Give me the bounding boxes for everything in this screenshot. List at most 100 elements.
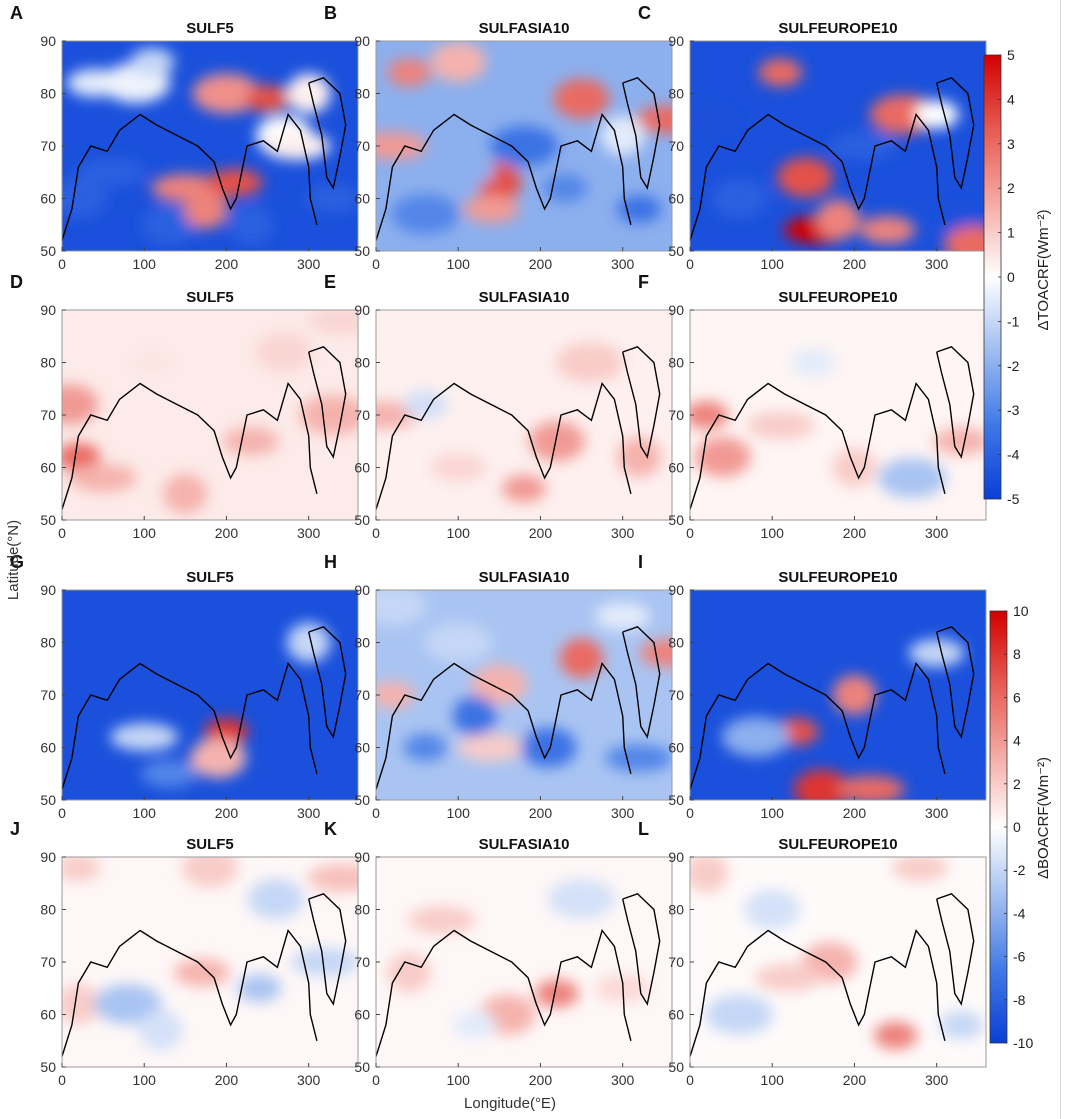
colorbar-tick-label: -5 bbox=[1007, 491, 1020, 507]
panel-title: SULFASIA10 bbox=[479, 20, 570, 37]
heatmap-cell bbox=[914, 100, 959, 129]
heatmap-cell bbox=[430, 42, 487, 82]
heatmap-cell bbox=[528, 421, 585, 462]
heatmap-field-J bbox=[62, 857, 358, 1067]
panel-letter: D bbox=[10, 272, 23, 292]
coastline-eurasia bbox=[690, 112, 946, 241]
colorbar-tick-label: 2 bbox=[1013, 776, 1021, 792]
heatmap-cell bbox=[62, 857, 101, 882]
panel-C: C SULFEUROPE10 0 100 200 300 50 60 70 80 90 bbox=[638, 3, 987, 272]
x-tick-label: 0 bbox=[686, 525, 694, 541]
heatmap-cell bbox=[816, 199, 860, 240]
y-tick-label: 90 bbox=[354, 582, 370, 598]
heatmap-cell bbox=[690, 857, 729, 893]
heatmap-cell bbox=[237, 974, 282, 1003]
heatmap-cell bbox=[869, 94, 938, 135]
x-tick-label: 300 bbox=[297, 805, 321, 821]
colorbar-tick-label: -4 bbox=[1007, 447, 1020, 463]
coastline-eurasia bbox=[376, 112, 632, 241]
y-tick-label: 60 bbox=[668, 460, 684, 476]
heatmap-cell bbox=[555, 342, 624, 383]
heatmap-field-I bbox=[690, 590, 986, 800]
x-tick-label: 100 bbox=[447, 525, 471, 541]
coastline-greenland bbox=[936, 625, 975, 739]
x-tick-label: 200 bbox=[215, 1072, 239, 1088]
y-tick-label: 50 bbox=[668, 243, 684, 259]
heatmap-cell bbox=[62, 443, 101, 471]
panel-J: J SULF5 0 100 200 300 50 60 70 80 90 bbox=[10, 819, 359, 1088]
x-tick-label: 100 bbox=[133, 1072, 157, 1088]
y-tick-label: 80 bbox=[668, 635, 684, 651]
coastline-eurasia bbox=[690, 381, 946, 510]
panel-letter: G bbox=[10, 552, 24, 572]
panel-letter: L bbox=[638, 819, 649, 839]
y-tick-label: 70 bbox=[668, 954, 684, 970]
y-tick-label: 80 bbox=[40, 902, 56, 918]
panel-title: SULFASIA10 bbox=[479, 836, 570, 853]
panel-K: K SULFASIA10 0 100 200 300 50 60 70 80 90 bbox=[324, 819, 673, 1088]
heatmap-field-K bbox=[376, 857, 672, 1067]
colorbar-tick-label: 5 bbox=[1007, 47, 1015, 63]
y-tick-label: 60 bbox=[354, 191, 370, 207]
heatmap-cell bbox=[376, 590, 427, 626]
colorbar-tick-label: -3 bbox=[1007, 402, 1020, 418]
heatmap-field-G bbox=[62, 590, 358, 800]
x-tick-label: 200 bbox=[529, 256, 553, 272]
panel-letter: A bbox=[10, 3, 23, 23]
panel-E: E SULFASIA10 0 100 200 300 50 60 70 80 90 bbox=[324, 272, 673, 541]
coastline-greenland bbox=[936, 76, 975, 190]
heatmap-cell bbox=[633, 105, 672, 134]
panel-title: SULFASIA10 bbox=[479, 569, 570, 586]
y-tick-label: 70 bbox=[40, 954, 56, 970]
panel-title: SULFEUROPE10 bbox=[778, 20, 897, 37]
colorbar-tick-label: 0 bbox=[1007, 269, 1015, 285]
panel-H: H SULFASIA10 0 100 200 300 50 60 70 80 90 bbox=[324, 552, 673, 821]
heatmap-cell bbox=[746, 411, 815, 440]
y-tick-label: 50 bbox=[40, 243, 56, 259]
panels-group: A SULF5 0 100 200 300 50 60 70 80 90 B SULFASIA10 0 10… bbox=[10, 3, 987, 1088]
heatmap-cell bbox=[559, 638, 604, 679]
x-tick-label: 0 bbox=[686, 1072, 694, 1088]
y-tick-label: 60 bbox=[40, 191, 56, 207]
heatmap-cell bbox=[376, 681, 415, 709]
heatmap-cell bbox=[386, 58, 431, 87]
panel-title: SULF5 bbox=[186, 20, 234, 37]
x-tick-label: 200 bbox=[843, 525, 867, 541]
y-tick-label: 80 bbox=[354, 86, 370, 102]
heatmap-cell bbox=[836, 775, 905, 800]
y-tick-label: 60 bbox=[668, 191, 684, 207]
x-tick-label: 300 bbox=[297, 256, 321, 272]
heatmap-cell bbox=[307, 310, 358, 335]
panel-title: SULF5 bbox=[186, 289, 234, 306]
y-tick-label: 80 bbox=[668, 355, 684, 371]
colorbar-tick-label: -4 bbox=[1013, 905, 1026, 921]
colorbar-tick-label: -2 bbox=[1013, 862, 1026, 878]
x-tick-label: 300 bbox=[925, 805, 949, 821]
colorbar-tick-label: -2 bbox=[1007, 358, 1020, 374]
heatmap-cell bbox=[430, 453, 487, 482]
heatmap-cell bbox=[690, 401, 729, 429]
heatmap-cell bbox=[262, 132, 331, 160]
coastline-eurasia bbox=[690, 661, 946, 790]
heatmap-cell bbox=[62, 984, 101, 1024]
heatmap-field-H bbox=[376, 590, 672, 800]
y-tick-label: 70 bbox=[668, 687, 684, 703]
coastline-eurasia bbox=[62, 112, 318, 241]
heatmap-cell bbox=[391, 194, 460, 235]
x-tick-label: 300 bbox=[611, 525, 635, 541]
heatmap-cell bbox=[694, 437, 751, 477]
coastline-greenland bbox=[622, 345, 661, 459]
x-tick-label: 200 bbox=[529, 1072, 553, 1088]
heatmap-background bbox=[690, 310, 986, 520]
colorbar-tick-label: 10 bbox=[1013, 603, 1029, 619]
y-tick-label: 90 bbox=[668, 33, 684, 49]
heatmap-cell bbox=[69, 464, 138, 492]
heatmap-cell bbox=[77, 158, 146, 187]
heatmap-cell bbox=[547, 879, 616, 919]
y-tick-label: 70 bbox=[354, 138, 370, 154]
x-tick-label: 300 bbox=[297, 525, 321, 541]
heatmap-cell bbox=[407, 906, 476, 934]
y-tick-label: 60 bbox=[354, 1007, 370, 1023]
x-tick-label: 300 bbox=[297, 1072, 321, 1088]
x-tick-label: 300 bbox=[925, 1072, 949, 1088]
